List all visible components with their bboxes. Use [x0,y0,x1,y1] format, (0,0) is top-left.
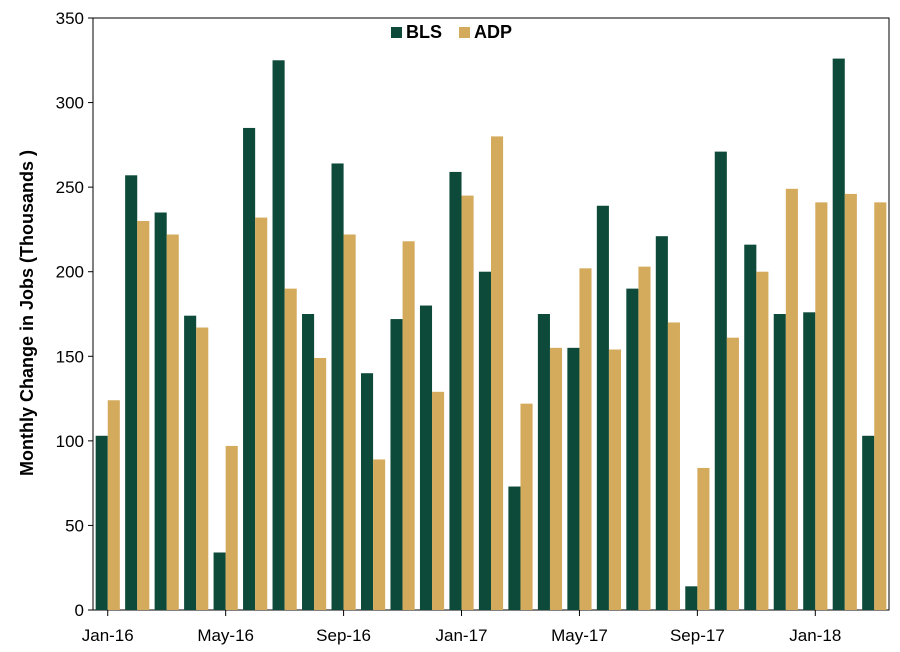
y-tick-label: 100 [56,432,84,451]
bar-bls [832,58,845,610]
bar-adp [196,327,209,610]
bar-bls [449,171,462,611]
bar-bls [184,315,197,610]
bar-adp [166,234,179,610]
bar-bls [803,312,816,610]
bar-adp [520,403,533,610]
bar-adp [756,271,769,610]
bar-bls [537,314,550,610]
bar-bls [744,244,757,610]
bar-adp [137,220,150,610]
y-tick-label: 50 [65,516,84,535]
legend-label-bls: BLS [406,22,442,42]
bar-bls [213,552,226,610]
bar-adp [726,337,739,610]
bar-bls [596,205,609,610]
x-tick-label: May-16 [197,626,254,645]
bar-adp [667,322,680,610]
bar-bls [419,305,433,610]
legend-swatch-adp [459,27,470,38]
x-tick-label: Jan-18 [789,626,841,645]
bar-bls [272,60,285,611]
bar-bls [125,175,138,611]
bar-bls [478,271,491,610]
bar-bls [714,151,727,610]
bar-bls [508,486,521,610]
y-tick-label: 300 [56,94,84,113]
bar-bls [862,435,875,610]
bar-adp [785,188,798,610]
bar-adp [579,268,592,610]
bar-adp [461,195,474,610]
y-tick-label: 200 [56,263,84,282]
bar-adp [107,400,120,610]
y-tick-label: 0 [75,601,84,620]
legend-label-adp: ADP [474,22,512,42]
bar-adp [432,391,445,610]
bar-bls [302,314,315,610]
bar-adp [844,193,857,610]
legend-swatch-bls [391,27,402,38]
x-tick-label: Sep-16 [316,626,371,645]
x-tick-label: May-17 [551,626,608,645]
x-tick-label: Jan-17 [436,626,488,645]
bar-bls [567,347,580,610]
bar-adp [225,445,238,610]
bar-adp [491,136,504,610]
bar-adp [638,266,651,610]
bar-adp [697,467,710,610]
bar-bls [626,288,639,610]
bar-adp [255,217,268,610]
bar-bls [655,236,668,610]
tick-labels: 0 50 100 150 200 250 300 350 Jan-16 May-16 Sep-16 J… [56,9,842,645]
x-tick-label: Sep-17 [670,626,725,645]
bar-bls [95,435,108,610]
bar-adp [373,459,386,610]
bar-bls [243,127,256,610]
bar-bls [390,319,403,610]
y-tick-label: 350 [56,9,84,28]
bar-adp [815,202,828,610]
bar-adp [874,202,887,610]
bar-adp [343,234,356,610]
bar-adp [284,288,297,610]
bar-bls [773,314,786,610]
y-axis-label: Monthly Change in Jobs (Thousands ) [17,150,37,476]
bar-bls [331,163,344,610]
bar-adp [608,349,622,610]
bar-bls [685,586,698,610]
bar-bls [360,373,374,610]
bar-adp [549,347,563,610]
y-tick-label: 250 [56,178,84,197]
legend: BLS ADP [391,22,512,42]
bar-bls [154,212,167,610]
y-tick-label: 150 [56,347,84,366]
bar-adp [314,357,327,610]
bar-adp [402,241,415,610]
bars [95,58,887,611]
x-tick-label: Jan-16 [82,626,134,645]
